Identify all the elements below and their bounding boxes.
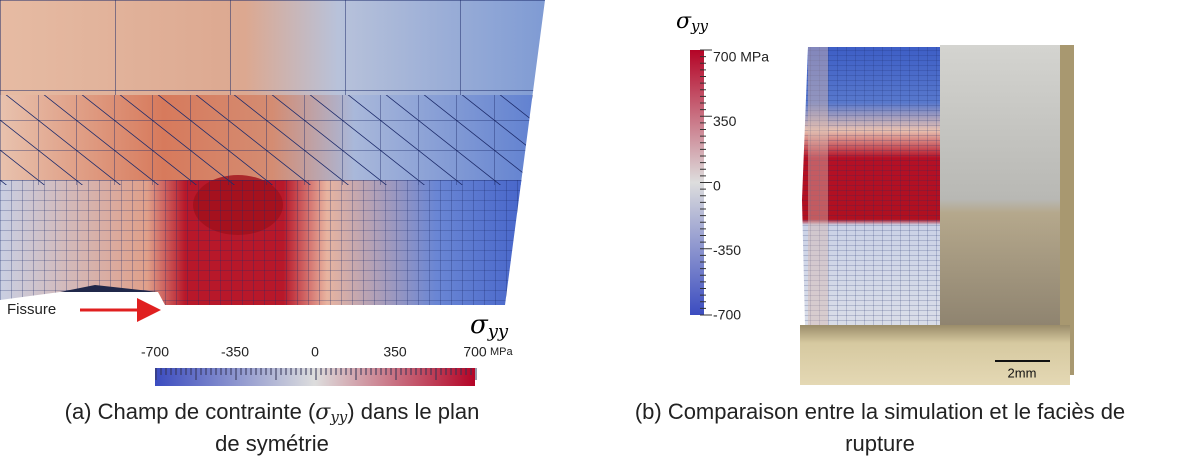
colorbar-tick-label: 0 xyxy=(311,344,319,360)
colorbar-tick-label: -350 xyxy=(221,344,249,360)
colorbar-tick-label: 0 xyxy=(713,178,721,194)
stress-mesh-a xyxy=(0,0,545,305)
crack xyxy=(60,285,158,292)
caption-a-line2: de symétrie xyxy=(215,431,329,456)
simulation-mesh-b xyxy=(802,47,940,325)
colorbar-a xyxy=(155,368,475,386)
colorbar-tick-label: 350 xyxy=(713,113,737,129)
colorbar-tick-label: -700 xyxy=(713,307,741,323)
specimen-base xyxy=(800,325,1070,385)
colorbar-unit-a: MPa xyxy=(490,346,514,358)
colorbar-title-a: σyy xyxy=(470,310,509,342)
scale-bar-label: 2mm xyxy=(1008,365,1037,380)
colorbar-tick-label: 700 MPa xyxy=(713,49,769,65)
caption-a: (a) Champ de contrainte (σyy) dans le pl… xyxy=(65,399,480,426)
colorbar-tick-label: 350 xyxy=(383,344,407,360)
specimen-edge xyxy=(1060,45,1074,375)
caption-b: (b) Comparaison entre la simulation et l… xyxy=(635,399,1125,424)
colorbar-title-b: σyy xyxy=(676,9,709,35)
crack-label: Fissure xyxy=(7,301,56,318)
fracture-surface xyxy=(940,45,1068,325)
colorbar-ticks-a: -700 -350 0 350 700 xyxy=(141,344,487,380)
caption-b-line2: rupture xyxy=(845,431,915,456)
colorbar-tick-label: -700 xyxy=(141,344,169,360)
colorbar-tick-label: 700 xyxy=(463,344,487,360)
colorbar-tick-label: -350 xyxy=(713,242,741,258)
colorbar-ticks-b: 700 MPa 350 0 -350 -700 xyxy=(700,49,769,323)
